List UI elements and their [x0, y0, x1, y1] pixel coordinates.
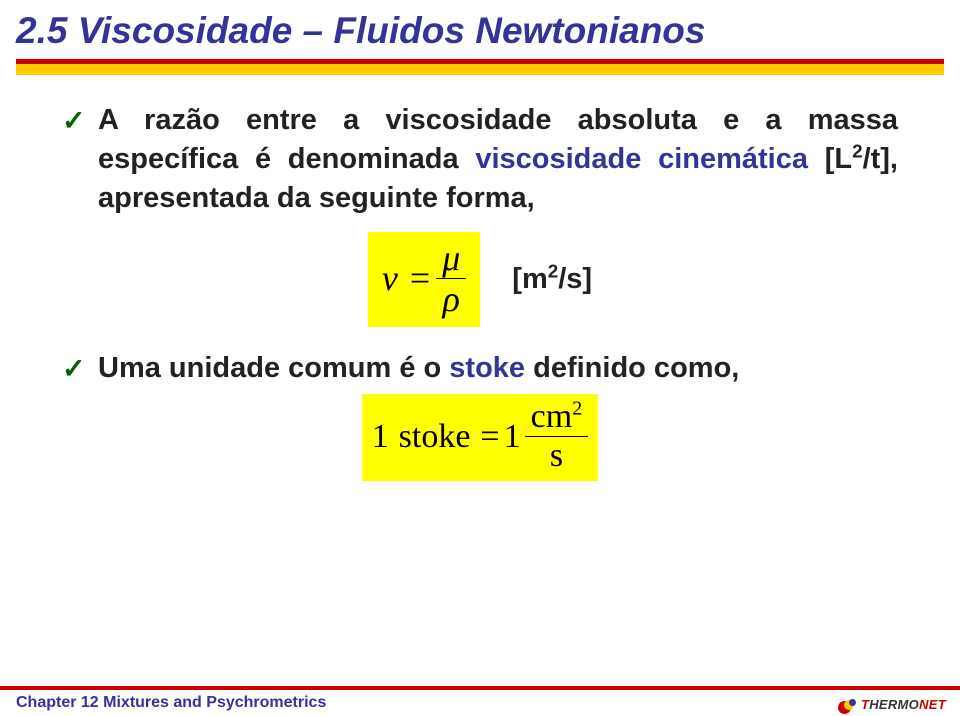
bullet-1: ✓ A razão entre a viscosidade absoluta e… — [62, 101, 898, 218]
formula-2-frac: cm2 s — [525, 400, 589, 473]
formula-1-den: ρ — [437, 281, 466, 317]
formula-2-den: s — [544, 439, 569, 473]
formula-2-one2: 1 — [500, 418, 521, 456]
formula-1-box: ν = μ ρ — [368, 232, 480, 327]
slide: 2.5 Viscosidade – Fluidos Newtonianos ✓ … — [0, 0, 960, 716]
formula-1-num: μ — [436, 240, 466, 276]
logo-t3: NET — [919, 697, 946, 712]
formula-2-stoke: stoke — [399, 418, 471, 456]
formula-2-num-sup: 2 — [572, 398, 582, 420]
check-icon: ✓ — [62, 101, 98, 138]
bullet-1-post-sup: 2 — [852, 140, 862, 161]
footer-text: Chapter 12 Mixtures and Psychrometrics — [16, 694, 326, 712]
logo-icon — [838, 694, 858, 714]
formula-2-num-cm: cm — [531, 398, 573, 435]
formula-2-eq: = — [480, 418, 499, 456]
logo-t2: HERMO — [869, 697, 919, 712]
slide-body: ✓ A razão entre a viscosidade absoluta e… — [0, 75, 960, 482]
check-icon: ✓ — [62, 349, 98, 386]
formula-1-eq: = — [404, 257, 436, 299]
title-bar: 2.5 Viscosidade – Fluidos Newtonianos — [0, 0, 960, 75]
formula-1-row: ν = μ ρ [m2/s] — [62, 232, 898, 327]
bullet-1-highlight: viscosidade cinemática — [475, 143, 808, 175]
footer-red-line — [0, 686, 960, 690]
bullet-1-text: A razão entre a viscosidade absoluta e a… — [98, 101, 898, 218]
bullet-2-highlight: stoke — [449, 352, 525, 384]
bullet-1-post-open: [L — [808, 143, 852, 175]
formula-1-unit: [m2/s] — [512, 263, 592, 296]
formula-2-row: 1 stoke = 1 cm2 s — [62, 394, 898, 481]
formula-2-one1: 1 — [372, 418, 389, 456]
formula-1-lhs: ν — [382, 257, 404, 299]
formula-2-box: 1 stoke = 1 cm2 s — [362, 394, 599, 481]
bullet-2-pre: Uma unidade comum é o — [98, 352, 449, 384]
formula-1-unit-close: /s] — [558, 263, 592, 295]
slide-title: 2.5 Viscosidade – Fluidos Newtonianos — [16, 10, 944, 53]
footer-logo: THERMONET — [838, 694, 946, 714]
logo-text: THERMONET — [861, 697, 946, 712]
formula-1-unit-open: [m — [512, 263, 547, 295]
formula-1-frac: μ ρ — [436, 240, 466, 317]
bullet-2: ✓ Uma unidade comum é o stoke definido c… — [62, 349, 898, 388]
formula-2-num: cm2 — [525, 400, 589, 434]
bullet-2-text: Uma unidade comum é o stoke definido com… — [98, 349, 898, 388]
bullet-2-post: definido como, — [525, 352, 739, 384]
formula-1-unit-sup: 2 — [548, 260, 558, 281]
title-yellow-line — [16, 64, 944, 75]
logo-t1: T — [861, 697, 869, 712]
